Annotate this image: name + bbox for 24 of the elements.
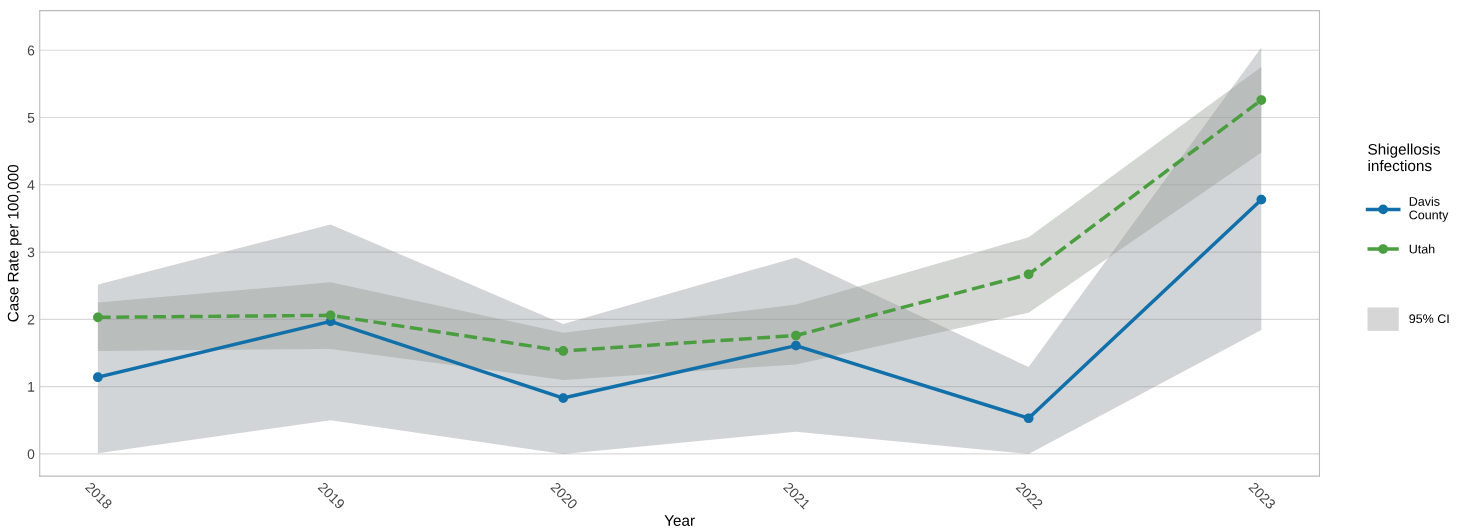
text: 95% CI [1409, 314, 1449, 324]
y-tick-label: 5 [27, 113, 35, 123]
point [325, 310, 336, 321]
point [93, 312, 103, 323]
point [558, 393, 569, 403]
y-tick-label: 1 [28, 382, 35, 392]
y-axis-title: Case Rate per 100,000 [7, 164, 22, 322]
legend-title: Shigellosis infections [1368, 143, 1440, 172]
point [1256, 95, 1267, 105]
point [791, 330, 801, 341]
point [93, 372, 103, 383]
point [1023, 269, 1034, 280]
point [791, 340, 801, 351]
x-axis-title: Year [664, 515, 695, 526]
y-tick-label: 2 [27, 314, 35, 325]
point [1256, 194, 1267, 205]
legend-label: Utah [1409, 244, 1435, 254]
y-tick-label: 0 [27, 449, 35, 460]
y-tick-label: 4 [27, 180, 35, 190]
y-tick-label: 3 [27, 247, 35, 258]
point [1023, 413, 1034, 424]
legend-label: Davis County [1409, 196, 1449, 222]
y-tick-label: 6 [27, 45, 35, 56]
point [558, 346, 569, 356]
